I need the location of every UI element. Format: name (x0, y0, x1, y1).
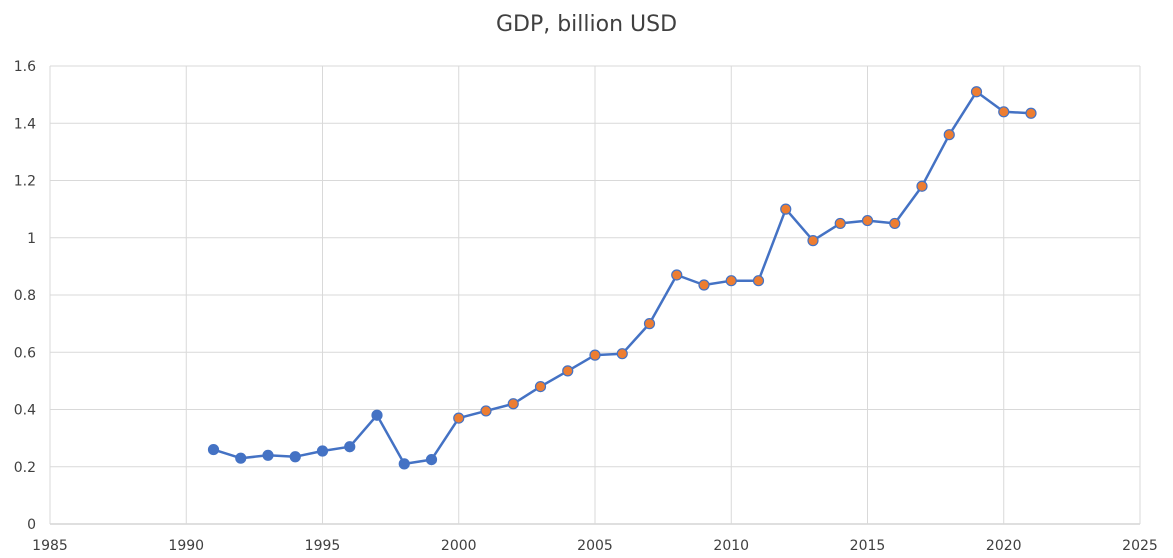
data-point (970, 86, 983, 98)
data-point (943, 129, 955, 141)
x-tick-label: 2010 (713, 538, 749, 554)
y-tick-label: 0.8 (14, 288, 36, 304)
data-point (262, 449, 274, 461)
y-tick-label: 0.4 (14, 403, 36, 419)
data-point (916, 180, 928, 192)
data-point (861, 214, 874, 227)
data-point (643, 318, 656, 330)
data-point (752, 275, 765, 287)
y-tick-label: 0.2 (14, 460, 36, 476)
y-tick-label: 0.6 (14, 345, 36, 361)
data-point (834, 217, 846, 230)
data-point (889, 217, 901, 230)
data-point (589, 349, 601, 361)
data-point (616, 348, 628, 360)
data-point (453, 412, 465, 424)
y-tick-label: 1 (27, 231, 36, 247)
data-point (344, 441, 356, 453)
y-tick-label: 0 (27, 517, 36, 533)
chart-title: GDP, billion USD (495, 12, 678, 37)
data-point (671, 269, 683, 281)
data-point (1025, 107, 1037, 119)
data-point (371, 409, 383, 421)
x-tick-label: 1990 (168, 538, 204, 554)
data-point (235, 452, 247, 464)
x-tick-label: 2015 (850, 538, 886, 554)
data-point (480, 405, 492, 417)
y-tick-label: 1.2 (14, 174, 36, 190)
data-point (725, 275, 737, 287)
x-tick-label: 1985 (32, 538, 68, 554)
data-point (316, 445, 329, 457)
data-point (207, 443, 220, 456)
y-tick-label: 1.4 (14, 116, 36, 132)
data-point (398, 458, 410, 470)
data-point (289, 451, 301, 463)
data-point (425, 453, 438, 466)
data-point (780, 203, 792, 215)
data-point (998, 106, 1010, 118)
data-point (534, 381, 547, 393)
x-tick-label: 2025 (1122, 538, 1158, 554)
y-tick-label: 1.6 (14, 59, 36, 75)
x-tick-label: 2020 (986, 538, 1022, 554)
x-tick-label: 2005 (577, 538, 613, 554)
data-point (807, 235, 819, 247)
data-point (507, 398, 519, 410)
x-tick-label: 1995 (305, 538, 341, 554)
data-point (698, 279, 710, 291)
data-point (562, 365, 574, 377)
series-line (213, 90, 1032, 466)
x-tick-label: 2000 (441, 538, 477, 554)
